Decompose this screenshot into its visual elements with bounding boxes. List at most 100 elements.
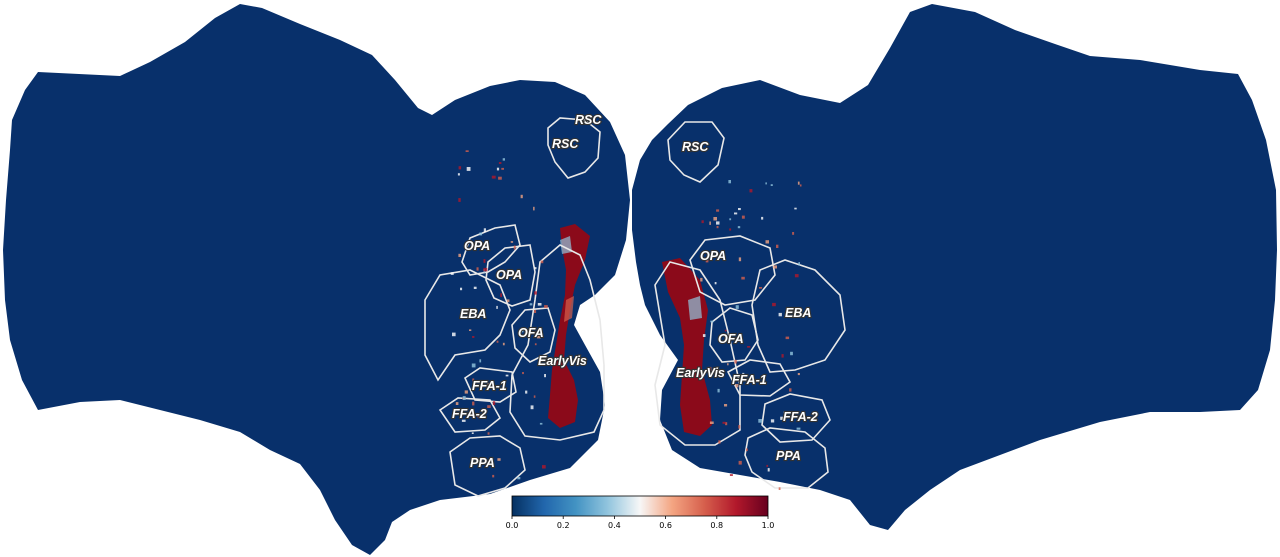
activation-speckle <box>738 257 742 262</box>
activation-speckle <box>738 208 741 211</box>
activation-speckle <box>765 240 769 244</box>
activation-speckle <box>477 415 481 418</box>
activation-speckle <box>735 384 739 388</box>
activation-speckle <box>776 244 779 248</box>
activation-speckle <box>702 334 706 337</box>
right-roi-label-rsc: RSC <box>682 140 709 154</box>
activation-speckle <box>498 176 502 180</box>
activation-speckle <box>759 287 763 289</box>
colorbar: 0.0 0.2 0.4 0.6 0.8 1.0 <box>506 495 774 530</box>
activation-speckle <box>483 259 486 263</box>
activation-speckle <box>544 305 548 309</box>
right-roi-label-eba: EBA <box>785 306 811 320</box>
activation-speckle <box>761 216 764 220</box>
activation-speckle <box>458 253 461 257</box>
left-roi-label-eba: EBA <box>460 307 486 321</box>
activation-speckle <box>461 419 466 422</box>
activation-speckle <box>738 460 742 465</box>
activation-speckle <box>460 312 463 314</box>
left-roi-outline-eba <box>424 269 511 382</box>
right-roi-label-ppa: PPA <box>776 449 801 463</box>
left-roi-outline-opa-1 <box>461 224 521 276</box>
activation-speckle <box>471 432 474 434</box>
activation-speckle <box>496 167 500 171</box>
activation-speckle <box>525 390 528 394</box>
activation-speckle <box>789 388 792 392</box>
activation-speckle <box>765 182 767 185</box>
activation-speckle <box>701 220 704 224</box>
activation-speckle <box>540 260 544 264</box>
right-hemisphere-surface <box>632 4 1277 530</box>
activation-speckle <box>539 422 543 425</box>
left-roi-outline-rsc <box>547 117 601 179</box>
activation-speckle <box>497 458 501 461</box>
left-roi-label-opa-2: OPA <box>496 268 522 282</box>
left-roi-label-ppa: PPA <box>470 456 495 470</box>
activation-speckle <box>502 342 505 346</box>
activation-speckle <box>533 206 535 211</box>
activation-speckle <box>483 228 486 232</box>
activation-speckle <box>778 312 782 317</box>
left-roi-outline-opa-2 <box>485 244 536 307</box>
activation-speckle <box>462 396 466 400</box>
activation-speckle <box>502 158 505 161</box>
activation-speckle <box>734 212 738 215</box>
activation-speckle <box>517 477 521 480</box>
activation-speckles <box>450 150 802 490</box>
left-roi-label-ffa-2: FFA-2 <box>452 407 487 421</box>
activation-speckle <box>716 221 720 225</box>
activation-speckle <box>496 305 498 309</box>
right-activation-light <box>688 296 702 320</box>
activation-speckle <box>783 411 787 415</box>
activation-speckle <box>709 221 711 225</box>
activation-speckle <box>487 432 490 435</box>
activation-speckle <box>722 421 726 424</box>
activation-speckle <box>716 226 719 229</box>
activation-speckle <box>781 354 784 358</box>
activation-speckle <box>724 329 727 332</box>
activation-speckle <box>700 277 703 282</box>
activation-speckle <box>798 262 800 266</box>
activation-speckle <box>536 335 541 339</box>
activation-speckle <box>492 401 496 405</box>
activation-speckle <box>458 198 461 202</box>
right-roi-label-ofa: OFA <box>718 332 744 346</box>
activation-speckle <box>498 162 502 164</box>
activation-speckle <box>709 421 714 424</box>
activation-speckle <box>455 402 459 405</box>
activation-speckle <box>510 241 514 243</box>
activation-speckle <box>522 372 524 375</box>
activation-speckle <box>496 340 499 343</box>
activation-speckle <box>737 226 741 229</box>
activation-speckle <box>724 404 728 407</box>
activation-speckle <box>479 232 483 236</box>
activation-speckle <box>471 363 476 368</box>
left-roi-label-opa-1: OPA <box>464 239 490 253</box>
activation-speckle <box>466 167 471 171</box>
activation-speckle <box>534 343 537 346</box>
activation-speckle <box>472 378 475 382</box>
activation-speckle <box>780 416 784 420</box>
colorbar-tick-label: 0.2 <box>557 521 570 530</box>
right-roi-outline-opa <box>689 235 776 306</box>
activation-speckle <box>465 150 469 152</box>
activation-speckle <box>505 374 509 377</box>
activation-speckle <box>476 267 479 271</box>
activation-speckle <box>707 366 712 371</box>
colorbar-gradient <box>511 495 769 517</box>
left-roi-label-rsc: RSC <box>552 137 579 151</box>
left-roi-outline-ppa <box>449 435 526 497</box>
activation-speckle <box>487 383 491 386</box>
activation-speckle <box>746 448 748 452</box>
activation-speckle <box>472 336 475 338</box>
activation-speckle <box>487 405 491 408</box>
activation-speckle <box>725 422 728 426</box>
activation-speckle <box>473 286 477 289</box>
activation-speckle <box>501 167 504 170</box>
activation-speckle <box>534 267 537 270</box>
activation-speckle <box>479 359 482 363</box>
activation-speckle <box>710 320 714 323</box>
left-roi-outline-ffa-2 <box>438 397 502 433</box>
activation-speckle <box>734 359 737 364</box>
